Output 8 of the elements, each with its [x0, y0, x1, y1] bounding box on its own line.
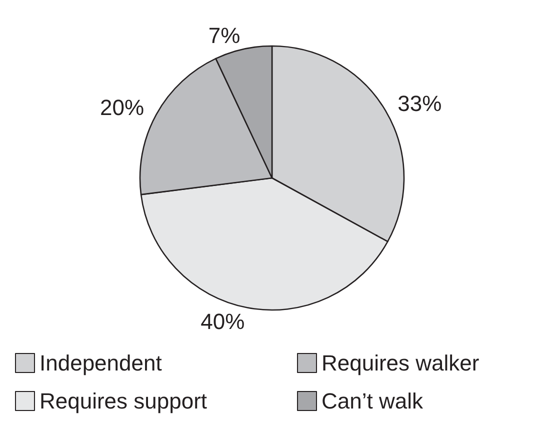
legend-label: Can’t walk: [322, 388, 424, 414]
data-label: 33%: [398, 91, 442, 116]
data-label: 7%: [208, 23, 240, 48]
data-label: 40%: [200, 308, 245, 334]
legend-label: Independent: [40, 350, 162, 376]
data-label: 20%: [100, 95, 144, 120]
legend-label: Requires support: [40, 388, 208, 414]
legend-label: Requires walker: [322, 350, 480, 376]
